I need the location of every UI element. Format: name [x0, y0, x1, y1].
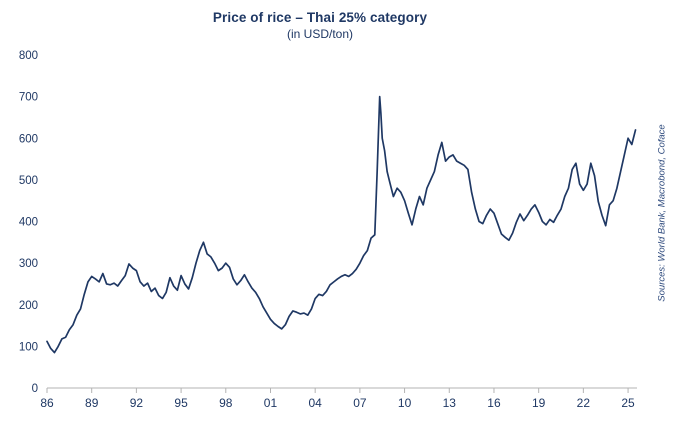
x-axis-tick-label: 95	[174, 396, 188, 410]
y-axis-tick-label: 700	[19, 92, 38, 104]
source-note: Sources: World Bank, Macrobond, Coface	[656, 124, 668, 302]
y-axis-tick-label: 500	[19, 175, 38, 187]
chart-title-block: Price of rice – Thai 25% category (in US…	[0, 9, 640, 42]
y-axis-tick-label: 800	[19, 50, 38, 62]
x-axis-tick-label: 04	[309, 396, 323, 410]
y-axis-tick-label: 300	[19, 258, 38, 270]
y-axis-tick-label: 0	[32, 383, 38, 395]
source-note-wrapper: Sources: World Bank, Macrobond, Coface	[651, 0, 673, 426]
y-axis-tick-label: 200	[19, 300, 38, 312]
x-axis-tick-label: 13	[443, 396, 457, 410]
y-axis-tick-label: 400	[19, 217, 38, 229]
chart-subtitle: (in USD/ton)	[286, 27, 354, 41]
x-axis-tick-label: 22	[577, 396, 591, 410]
x-axis-tick-label: 10	[398, 396, 412, 410]
x-axis-tick-label: 07	[353, 396, 367, 410]
x-axis-tick-label: 86	[40, 396, 54, 410]
x-axis-tick-label: 16	[487, 396, 501, 410]
y-axis-tick-label: 100	[19, 341, 38, 353]
x-axis-tick-label: 25	[621, 396, 635, 410]
x-axis-tick-label: 98	[219, 396, 233, 410]
y-axis-tick-label: 600	[19, 133, 38, 145]
x-axis-tick-label: 89	[85, 396, 99, 410]
page-title: Price of rice – Thai 25% category	[212, 10, 428, 25]
data-series-line	[46, 95, 637, 354]
x-axis-tick-label: 19	[532, 396, 546, 410]
x-axis-tick-label: 92	[130, 396, 144, 410]
x-axis-tick-label: 01	[264, 396, 278, 410]
